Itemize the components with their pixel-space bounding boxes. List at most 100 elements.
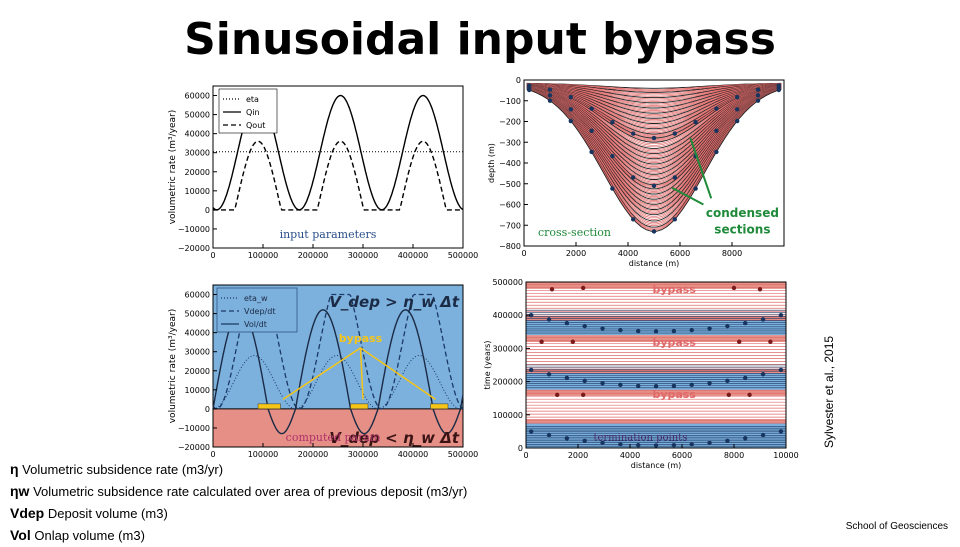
termination-dot xyxy=(546,317,552,322)
legend-box xyxy=(216,287,298,333)
termination-dot xyxy=(546,372,552,377)
legend-label-Qin: Qin xyxy=(246,108,260,117)
bypass-band-label: bypass xyxy=(652,388,696,401)
bypass-zone xyxy=(213,408,463,447)
termination-dot xyxy=(755,98,761,103)
termination-dot xyxy=(743,436,748,441)
termination-dot xyxy=(725,438,730,444)
termination-dot xyxy=(693,120,698,125)
termination-dot xyxy=(618,382,623,388)
termination-dot xyxy=(631,217,636,222)
x-axis-label: distance (m) xyxy=(631,461,681,470)
termination-dot xyxy=(547,87,553,92)
slide-title: Sinusoidal input bypass xyxy=(184,14,776,65)
bypass-dot xyxy=(549,287,555,292)
legend-label-eta_w: eta_w xyxy=(244,294,268,303)
termination-dot xyxy=(618,327,623,333)
y-tick-label: 300000 xyxy=(492,344,523,353)
termination-dot xyxy=(707,440,712,446)
bypass-dot xyxy=(581,392,586,398)
x-tick-label: 4000 xyxy=(618,249,638,258)
termination-dot xyxy=(776,87,781,93)
termination-dot xyxy=(707,380,712,386)
termination-dot xyxy=(778,312,784,318)
termination-dot xyxy=(547,98,553,103)
note-vdep: Vdep Deposit volume (m3) xyxy=(10,505,168,521)
plot-frame xyxy=(212,284,464,448)
termination-dot xyxy=(743,320,748,326)
cross-section-chart: 0 2000 4000 6000 8000 0 −100 −200 −300 −400 −500 −6… xyxy=(487,76,785,268)
y-axis-label: depth (m) xyxy=(487,143,496,183)
callout-text-1: condensed xyxy=(706,206,779,220)
termination-dot xyxy=(735,118,740,124)
x-tick-label: 100000 xyxy=(248,251,279,260)
termination-dot xyxy=(778,429,784,434)
note-etaw: ηw Volumetric subsidence rate calculated… xyxy=(10,483,468,499)
footer-school: School of Geosciences xyxy=(845,521,948,532)
termination-dot xyxy=(600,326,605,331)
y-tick-label: −20000 xyxy=(178,244,210,253)
equation-bypass: V_dep < η_w Δt xyxy=(329,429,460,447)
termination-dot xyxy=(672,131,677,136)
y-tick-label: 60000 xyxy=(185,291,210,300)
termination-dot xyxy=(547,93,553,98)
equation-deposit: V_dep > η_w Δt xyxy=(329,293,460,311)
bypass-band-bottom xyxy=(526,419,786,424)
x-tick-label: 8000 xyxy=(724,451,744,460)
termination-dot xyxy=(582,378,587,384)
bypass-dot xyxy=(726,392,731,398)
x-tick-label: 0 xyxy=(210,251,215,260)
x-tick-label: 500000 xyxy=(448,450,479,459)
y-tick-label: 30000 xyxy=(185,348,210,357)
termination-dot xyxy=(564,436,570,441)
termination-dot xyxy=(689,327,694,333)
callout-arrow xyxy=(689,137,713,199)
termination-dot xyxy=(725,378,730,384)
x-tick-label: 500000 xyxy=(448,251,479,260)
annotation-termination: termination points xyxy=(593,433,687,444)
x-tick-label: 300000 xyxy=(348,251,379,260)
termination-dot xyxy=(529,367,534,373)
termination-dot xyxy=(651,229,657,234)
y-axis-label: volumetric rate (m³/year) xyxy=(168,309,178,424)
termination-dot xyxy=(600,380,605,386)
plot-frame xyxy=(525,281,787,449)
y-tick-label: −200 xyxy=(499,118,521,127)
x-tick-label: 100000 xyxy=(248,450,279,459)
termination-dot xyxy=(568,107,573,112)
termination-dot xyxy=(689,442,694,447)
y-tick-label: 0 xyxy=(205,405,210,414)
y-tick-label: −600 xyxy=(499,201,521,210)
termination-dot xyxy=(610,120,615,125)
bypass-dot xyxy=(731,285,737,291)
x-tick-label: 2000 xyxy=(566,249,586,258)
y-tick-label: 0 xyxy=(205,206,210,215)
callout-text-2: sections xyxy=(714,223,770,237)
bypass-band-label: bypass xyxy=(652,283,696,296)
termination-dot xyxy=(564,320,570,326)
bypass-band-top xyxy=(526,335,786,342)
termination-dot xyxy=(725,323,730,329)
termination-dot xyxy=(610,186,615,191)
y-axis-label: time (years) xyxy=(483,341,492,390)
termination-dot xyxy=(672,175,677,180)
bypass-dot xyxy=(737,339,742,344)
termination-dot xyxy=(760,317,766,322)
x-tick-label: 2000 xyxy=(568,451,588,460)
bypass-band-bottom xyxy=(526,315,786,321)
callout-arrow xyxy=(671,187,704,206)
bypass-arrow xyxy=(360,347,436,400)
x-tick-label: 6000 xyxy=(670,249,690,258)
note-eta: η Volumetric subsidence rate (m3/yr) xyxy=(10,461,224,477)
x-tick-label: 400000 xyxy=(398,450,429,459)
termination-dot xyxy=(527,87,532,93)
termination-dot xyxy=(714,106,719,111)
bypass-label: bypass xyxy=(339,332,383,345)
y-tick-label: 200000 xyxy=(492,378,523,387)
annotation-input: input parameters xyxy=(280,228,377,241)
termination-dot xyxy=(636,442,641,448)
termination-dot xyxy=(689,382,694,388)
y-tick-label: −10000 xyxy=(178,424,210,433)
input-parameters-chart: 0 100000 200000 300000 400000 500000−20000−10… xyxy=(168,85,478,260)
